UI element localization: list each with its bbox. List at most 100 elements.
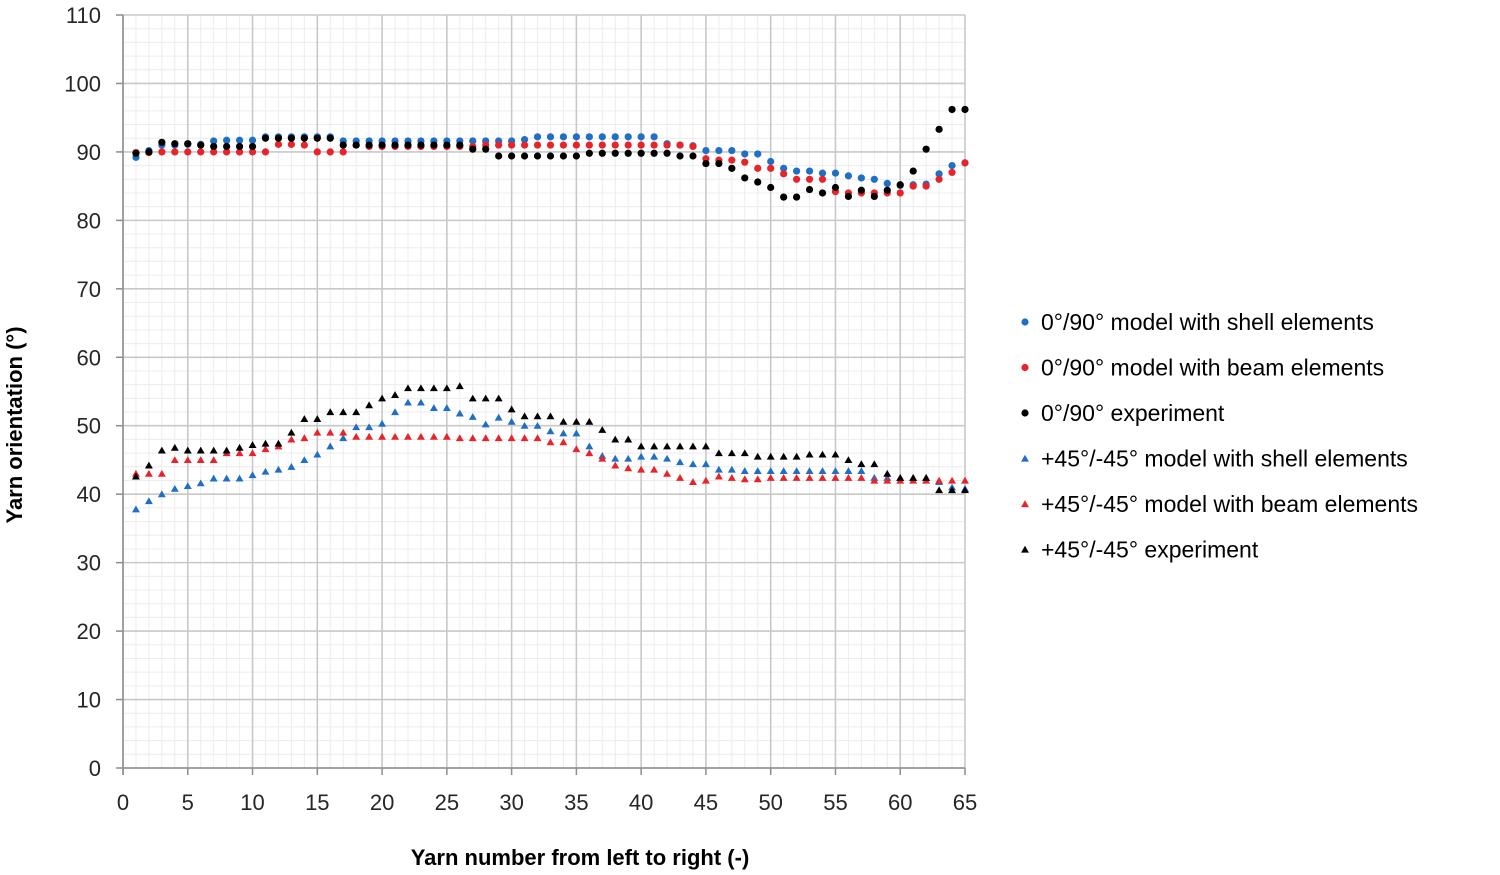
data-point-triangle <box>520 412 529 420</box>
data-point-circle <box>495 141 503 149</box>
data-point-circle <box>559 152 568 160</box>
data-point-circle <box>611 149 619 157</box>
data-point-triangle <box>637 442 646 450</box>
legend-marker <box>1021 318 1029 326</box>
data-point-triangle <box>313 415 322 422</box>
data-point-circle <box>857 174 865 182</box>
data-point-circle <box>248 142 257 151</box>
data-point-circle <box>883 179 891 187</box>
y-tick-label: 40 <box>77 482 101 507</box>
data-point-circle <box>780 164 788 172</box>
data-point-circle <box>210 142 218 151</box>
data-point-circle <box>598 149 606 157</box>
data-point-triangle <box>339 428 348 436</box>
legend: 0°/90° model with shell elements 0°/90° m… <box>1021 309 1418 563</box>
x-tick-label: 0 <box>117 790 129 815</box>
data-point-circle <box>443 141 451 149</box>
x-tick-label: 65 <box>953 790 977 815</box>
data-point-triangle <box>261 445 270 453</box>
data-point-circle <box>831 169 840 177</box>
data-point-circle <box>378 141 386 149</box>
x-tick-labels: 0 5 10 15 20 25 30 35 40 45 50 55 60 65 <box>117 790 977 815</box>
data-point-triangle <box>378 419 387 427</box>
data-point-circle <box>689 142 697 151</box>
legend-item: 0°/90° experiment <box>1021 400 1225 426</box>
data-point-circle <box>326 134 334 142</box>
data-point-circle <box>935 125 943 133</box>
data-point-circle <box>922 182 930 190</box>
data-point-triangle <box>261 439 270 447</box>
data-point-circle <box>741 174 749 182</box>
data-point-circle <box>663 141 671 149</box>
data-point-triangle <box>429 404 438 412</box>
data-point-triangle <box>585 442 594 450</box>
data-point-triangle <box>429 384 438 392</box>
data-point-circle <box>132 149 140 157</box>
data-point-circle <box>520 135 529 144</box>
data-point-circle <box>650 141 658 149</box>
data-point-triangle <box>481 394 490 402</box>
data-point-triangle <box>365 432 374 440</box>
data-point-circle <box>171 140 179 148</box>
data-point-circle <box>210 137 218 145</box>
data-point-triangle <box>766 467 775 474</box>
data-point-circle <box>870 175 878 183</box>
data-point-circle <box>767 164 775 172</box>
data-point-circle <box>948 168 956 177</box>
x-tick-label: 40 <box>629 790 653 815</box>
data-point-triangle <box>455 434 464 442</box>
data-point-triangle <box>507 434 516 442</box>
data-point-triangle <box>533 434 542 442</box>
data-point-circle <box>223 142 231 151</box>
data-point-circle <box>624 133 632 141</box>
data-point-triangle <box>248 441 257 448</box>
data-point-circle <box>728 164 736 172</box>
data-point-triangle <box>481 434 490 442</box>
data-point-triangle <box>753 475 762 483</box>
major-gridlines <box>122 14 966 769</box>
data-point-circle <box>650 133 658 141</box>
data-point-triangle <box>222 446 231 454</box>
data-point-triangle <box>922 473 931 481</box>
data-point-circle <box>793 167 801 175</box>
data-point-circle <box>572 133 580 141</box>
data-point-circle <box>520 141 529 149</box>
y-axis-title: Yarn orientation (°) <box>2 326 27 523</box>
data-point-triangle <box>559 417 568 425</box>
data-point-triangle <box>805 467 814 474</box>
data-point-triangle <box>935 476 944 484</box>
data-point-triangle <box>753 452 762 460</box>
data-point-circle <box>559 141 568 149</box>
data-point-circle <box>287 140 295 148</box>
data-point-triangle <box>196 446 205 454</box>
data-point-circle <box>210 148 218 156</box>
x-tick-label: 50 <box>758 790 782 815</box>
legend-label: +45°/-45° experiment <box>1041 537 1259 563</box>
data-point-triangle <box>209 456 218 464</box>
legend-marker <box>1021 545 1029 553</box>
data-point-circle <box>404 141 412 149</box>
data-point-triangle <box>352 432 361 440</box>
legend-marker <box>1021 500 1029 508</box>
x-tick-label: 45 <box>694 790 718 815</box>
data-point-circle <box>300 141 308 149</box>
data-point-triangle <box>313 428 322 436</box>
data-point-triangle <box>948 486 957 494</box>
data-point-triangle <box>740 467 749 474</box>
data-point-triangle <box>611 435 620 443</box>
data-point-triangle <box>650 442 659 450</box>
data-point-circle <box>948 105 956 114</box>
data-point-circle <box>844 192 853 201</box>
data-marks <box>131 105 969 513</box>
data-point-triangle <box>637 465 646 473</box>
x-tick-label: 25 <box>435 790 459 815</box>
data-point-circle <box>598 141 606 149</box>
data-point-triangle <box>637 452 646 460</box>
data-point-triangle <box>727 449 736 457</box>
data-point-circle <box>508 141 516 149</box>
data-point-triangle <box>209 474 218 482</box>
x-tick-label: 60 <box>888 790 912 815</box>
data-point-circle <box>235 136 244 144</box>
data-point-triangle <box>948 476 957 484</box>
data-point-triangle <box>391 408 399 416</box>
